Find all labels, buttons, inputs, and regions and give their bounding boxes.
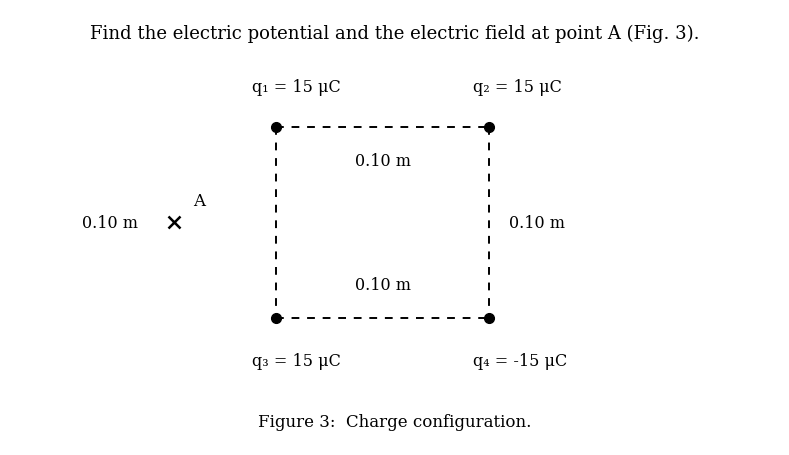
Text: 0.10 m: 0.10 m [355, 277, 410, 293]
Text: Find the electric potential and the electric field at point A (Fig. 3).: Find the electric potential and the elec… [90, 25, 699, 43]
Text: 0.10 m: 0.10 m [355, 152, 410, 169]
Text: q₁ = 15 μC: q₁ = 15 μC [252, 79, 341, 96]
Text: 0.10 m: 0.10 m [82, 214, 138, 232]
Text: A: A [193, 192, 205, 209]
Text: q₄ = -15 μC: q₄ = -15 μC [473, 353, 567, 369]
Text: 0.10 m: 0.10 m [509, 214, 565, 232]
Text: q₃ = 15 μC: q₃ = 15 μC [252, 353, 342, 369]
Text: q₂ = 15 μC: q₂ = 15 μC [473, 79, 563, 96]
Text: Figure 3:  Charge configuration.: Figure 3: Charge configuration. [258, 413, 531, 430]
